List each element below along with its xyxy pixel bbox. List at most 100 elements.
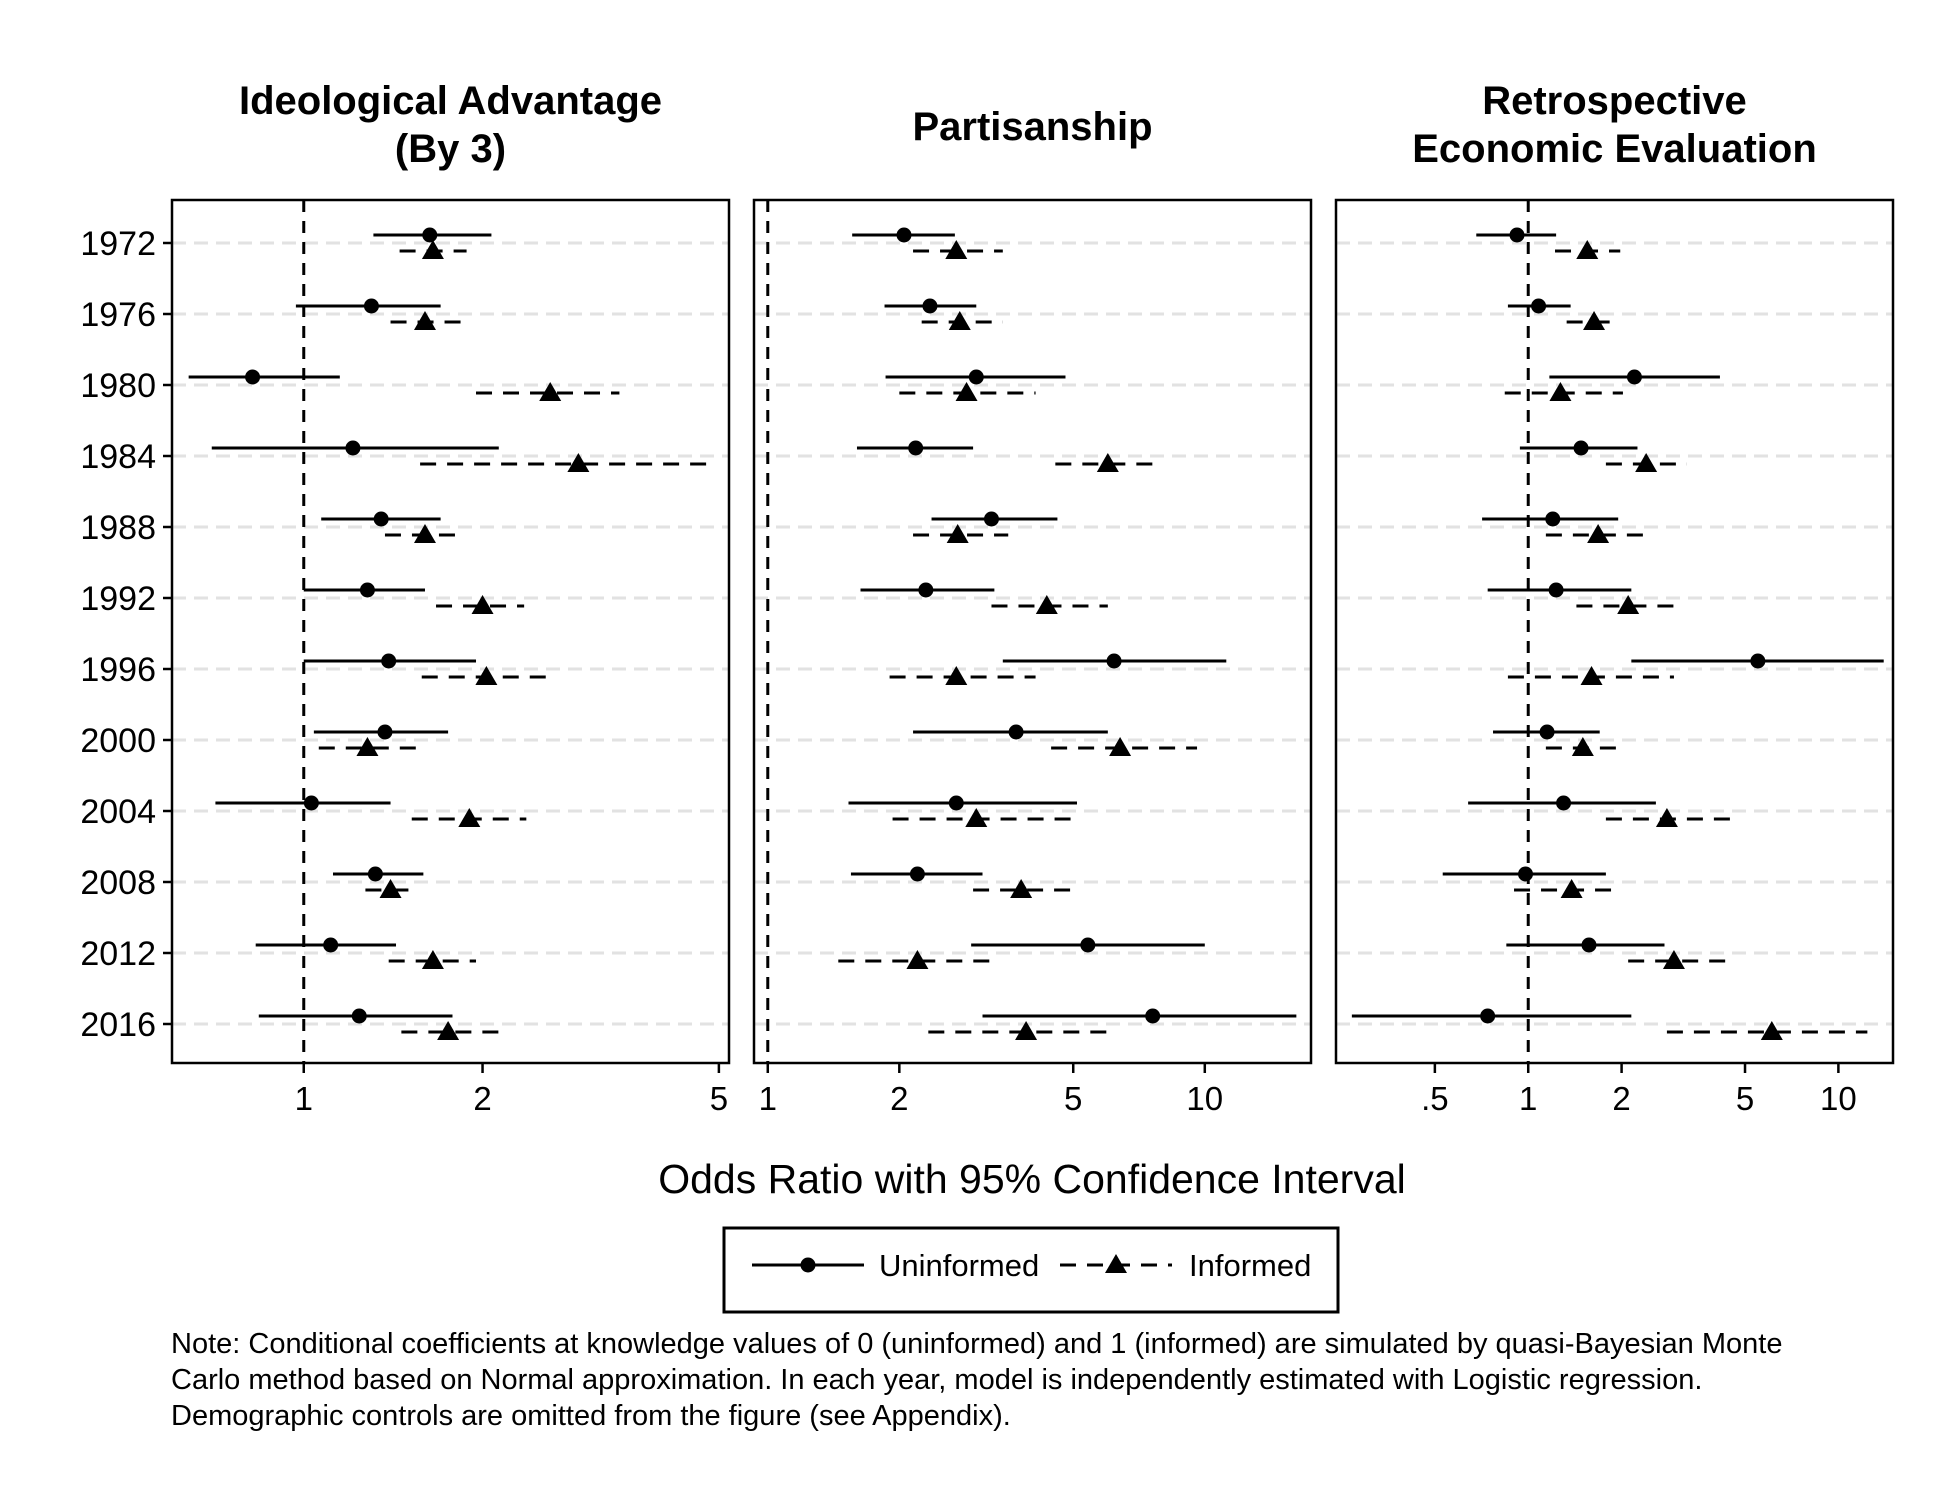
panel-frame xyxy=(1334,198,1895,1065)
informed-triangle-marker xyxy=(356,737,379,756)
uninformed-circle-marker xyxy=(1531,298,1547,314)
y-tick-label: 1988 xyxy=(80,509,156,547)
figure-note: Note: Conditional coefficients at knowle… xyxy=(171,1326,1941,1434)
informed-triangle-marker xyxy=(1617,595,1640,614)
panel-frame xyxy=(752,198,1313,1065)
y-tick-label: 2008 xyxy=(80,864,156,902)
x-tick-label: 2 xyxy=(890,1080,908,1117)
informed-triangle-marker xyxy=(437,1021,460,1040)
informed-triangle-marker xyxy=(413,311,436,330)
informed-triangle-marker xyxy=(945,240,968,259)
informed-triangle-marker xyxy=(946,524,969,543)
panel-title: Partisanship xyxy=(912,105,1152,149)
x-tick-label: 2 xyxy=(473,1080,491,1117)
x-axis-label: Odds Ratio with 95% Confidence Interval xyxy=(658,1156,1406,1202)
legend-informed-label: Informed xyxy=(1189,1248,1311,1283)
uninformed-circle-marker xyxy=(351,1008,367,1024)
y-tick-label: 1996 xyxy=(80,651,156,689)
y-tick-label: 2012 xyxy=(80,935,156,973)
uninformed-circle-marker xyxy=(908,440,924,456)
y-tick-label: 1980 xyxy=(80,367,156,405)
uninformed-circle-marker xyxy=(323,937,339,953)
uninformed-circle-marker xyxy=(968,369,984,385)
informed-triangle-marker xyxy=(945,666,968,685)
panel-title: Ideological Advantage xyxy=(239,79,662,123)
uninformed-circle-marker xyxy=(1545,511,1561,527)
uninformed-circle-marker xyxy=(303,795,319,811)
x-tick-label: 10 xyxy=(1186,1080,1223,1117)
y-tick-label: 2000 xyxy=(80,722,156,760)
legend-uninformed-marker xyxy=(800,1257,816,1273)
informed-triangle-marker xyxy=(955,382,978,401)
uninformed-circle-marker xyxy=(422,227,438,243)
uninformed-circle-marker xyxy=(1556,795,1572,811)
uninformed-circle-marker xyxy=(983,511,999,527)
informed-triangle-marker xyxy=(1010,879,1033,898)
informed-triangle-marker xyxy=(567,453,590,472)
informed-triangle-marker xyxy=(379,879,402,898)
uninformed-circle-marker xyxy=(1539,724,1555,740)
x-tick-label: 1 xyxy=(1519,1080,1537,1117)
informed-triangle-marker xyxy=(458,808,481,827)
uninformed-circle-marker xyxy=(1145,1008,1161,1024)
y-tick-label: 1992 xyxy=(80,580,156,618)
uninformed-circle-marker xyxy=(1573,440,1589,456)
uninformed-circle-marker xyxy=(1581,937,1597,953)
uninformed-circle-marker xyxy=(381,653,397,669)
informed-triangle-marker xyxy=(471,595,494,614)
informed-triangle-marker xyxy=(1587,524,1610,543)
panel-title: (By 3) xyxy=(395,127,506,171)
uninformed-circle-marker xyxy=(1480,1008,1496,1024)
uninformed-circle-marker xyxy=(1548,582,1564,598)
y-tick-label: 2016 xyxy=(80,1006,156,1044)
x-tick-label: 2 xyxy=(1612,1080,1630,1117)
legend-uninformed-label: Uninformed xyxy=(879,1248,1039,1283)
informed-triangle-marker xyxy=(421,950,444,969)
panel-title: Retrospective xyxy=(1482,79,1747,123)
x-tick-label: 1 xyxy=(295,1080,313,1117)
note-line-2: Carlo method based on Normal approximati… xyxy=(171,1364,1703,1396)
uninformed-circle-marker xyxy=(245,369,261,385)
informed-triangle-marker xyxy=(1015,1021,1038,1040)
uninformed-circle-marker xyxy=(345,440,361,456)
informed-triangle-marker xyxy=(475,666,498,685)
panel-frame xyxy=(170,198,731,1065)
uninformed-circle-marker xyxy=(948,795,964,811)
uninformed-circle-marker xyxy=(909,866,925,882)
y-tick-label: 1984 xyxy=(80,438,156,476)
informed-triangle-marker xyxy=(1109,737,1132,756)
uninformed-circle-marker xyxy=(1509,227,1525,243)
x-tick-label: .5 xyxy=(1421,1080,1449,1117)
uninformed-circle-marker xyxy=(367,866,383,882)
uninformed-circle-marker xyxy=(918,582,934,598)
y-tick-label: 2004 xyxy=(80,793,156,831)
uninformed-circle-marker xyxy=(363,298,379,314)
informed-triangle-marker xyxy=(948,311,971,330)
uninformed-circle-marker xyxy=(1518,866,1534,882)
informed-triangle-marker xyxy=(421,240,444,259)
uninformed-circle-marker xyxy=(922,298,938,314)
informed-triangle-marker xyxy=(413,524,436,543)
informed-triangle-marker xyxy=(906,950,929,969)
uninformed-circle-marker xyxy=(1080,937,1096,953)
panel-title: Economic Evaluation xyxy=(1412,127,1817,171)
legend-informed-marker xyxy=(1105,1254,1127,1273)
note-line-3: Demographic controls are omitted from th… xyxy=(171,1400,1011,1432)
uninformed-circle-marker xyxy=(1750,653,1766,669)
legend-box xyxy=(722,1226,1340,1314)
x-tick-label: 1 xyxy=(759,1080,777,1117)
forest-plot-figure: Ideological Advantage(By 3) 1 2 5 1972 1976 19… xyxy=(80,79,1895,1314)
x-tick-label: 5 xyxy=(1736,1080,1754,1117)
informed-triangle-marker xyxy=(539,382,562,401)
uninformed-circle-marker xyxy=(1626,369,1642,385)
uninformed-circle-marker xyxy=(377,724,393,740)
x-tick-label: 5 xyxy=(1064,1080,1082,1117)
informed-triangle-marker xyxy=(1760,1021,1783,1040)
uninformed-circle-marker xyxy=(1008,724,1024,740)
x-tick-label: 5 xyxy=(710,1080,728,1117)
informed-triangle-marker xyxy=(1662,950,1685,969)
informed-triangle-marker xyxy=(965,808,988,827)
uninformed-circle-marker xyxy=(1106,653,1122,669)
uninformed-circle-marker xyxy=(359,582,375,598)
uninformed-circle-marker xyxy=(373,511,389,527)
